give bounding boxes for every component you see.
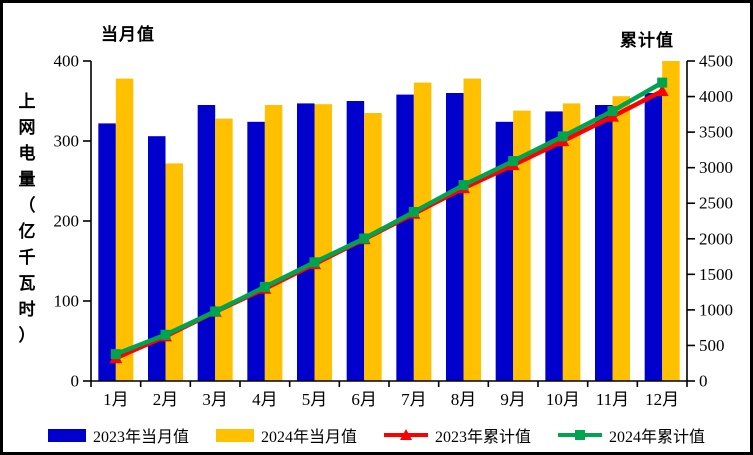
x-tick-label: 3月 (202, 390, 228, 409)
x-tick-label: 12月 (645, 390, 679, 409)
bar-2024年当月值-7月 (413, 82, 432, 381)
left-tick-label: 200 (54, 212, 80, 231)
bar-2024年当月值-12月 (662, 61, 680, 381)
x-tick-label: 10月 (546, 390, 580, 409)
bar-2024年当月值-3月 (215, 118, 233, 381)
bar-2023年当月值-8月 (446, 93, 464, 381)
bar-2023年当月值-4月 (247, 121, 265, 382)
bar-2023年当月值-12月 (644, 93, 663, 381)
legend-label-2024-monthly: 2024年当月值 (260, 429, 357, 446)
bar-2024年当月值-8月 (463, 78, 481, 381)
square-marker-icon (160, 329, 171, 340)
legend-item-2023-monthly: 2023年当月值 (47, 423, 189, 447)
legend-item-2023-cumulative: 2023年累计值 (384, 423, 531, 447)
triangle-marker-icon (655, 84, 669, 97)
bar-2024年当月值-5月 (314, 104, 332, 381)
x-tick-label: 1月 (103, 390, 129, 409)
bar-2023年当月值-2月 (148, 136, 166, 381)
bar-2023年当月值-9月 (495, 121, 514, 382)
bar-2024年当月值-10月 (562, 103, 581, 382)
bar-2023年当月值-3月 (197, 105, 216, 381)
right-tick-label: 2000 (699, 229, 733, 248)
x-tick-label: 9月 (500, 390, 526, 409)
left-axis-title: 当月值 (101, 25, 155, 44)
line-2024年累计值 (115, 80, 664, 357)
right-tick-label: 500 (699, 336, 725, 355)
x-tick-label: 2月 (153, 390, 179, 409)
legend-swatch-2023-cumulative-icon (384, 428, 428, 442)
bar-2024年当月值-6月 (364, 113, 382, 381)
right-tick-label: 0 (699, 372, 708, 391)
x-tick-label: 5月 (302, 390, 328, 409)
square-marker-icon (458, 180, 469, 191)
left-tick-label: 400 (54, 52, 80, 71)
x-tick-label: 4月 (252, 390, 278, 409)
right-tick-label: 1000 (699, 300, 733, 319)
bar-2024年当月值-4月 (264, 105, 283, 381)
bar-2024年当月值-9月 (513, 110, 531, 381)
bar-2023年当月值-5月 (297, 103, 315, 382)
legend-label-2023-monthly: 2023年当月值 (92, 429, 189, 446)
square-marker-icon (557, 131, 568, 142)
square-marker-icon (309, 257, 320, 268)
square-marker-icon (110, 349, 121, 360)
y-axis-title: 上网电量（亿千瓦时） (18, 92, 36, 345)
bar-2023年当月值-7月 (396, 94, 414, 381)
left-tick-label: 100 (54, 292, 80, 311)
x-tick-label: 6月 (351, 390, 377, 409)
square-marker-icon (508, 156, 519, 167)
right-tick-label: 4500 (699, 52, 733, 71)
right-tick-label: 3500 (699, 123, 733, 142)
bar-2024年当月值-1月 (115, 78, 134, 381)
legend-swatch-2024-cumulative-icon (558, 428, 603, 442)
square-marker-icon (657, 77, 668, 88)
bar-2024年当月值-11月 (612, 96, 630, 381)
triangle-marker-icon (400, 429, 412, 440)
right-tick-label: 2500 (699, 194, 733, 213)
right-axis-title: 累计值 (620, 31, 674, 50)
legend-swatch-2024-monthly-icon (215, 428, 254, 442)
x-tick-label: 8月 (451, 390, 477, 409)
x-tick-label: 11月 (596, 390, 629, 409)
plot-svg: 0100200300400050010001500200025003000350… (54, 52, 734, 410)
bar-2023年当月值-1月 (98, 123, 116, 382)
square-marker-icon (210, 306, 221, 317)
square-marker-icon (607, 106, 618, 117)
legend-item-2024-cumulative: 2024年累计值 (558, 423, 705, 447)
right-tick-label: 1500 (699, 265, 733, 284)
legend-label-2023-cumulative: 2023年累计值 (435, 429, 532, 446)
legend-item-2024-monthly: 2024年当月值 (215, 423, 357, 447)
square-marker-icon (259, 281, 270, 292)
bar-2024年当月值-2月 (165, 163, 183, 381)
right-tick-label: 3000 (699, 158, 733, 177)
left-tick-label: 300 (54, 132, 80, 151)
x-tick-label: 7月 (401, 390, 427, 409)
legend-label-2024-cumulative: 2024年累计值 (609, 429, 706, 446)
square-marker-icon (359, 233, 370, 244)
right-tick-label: 4000 (699, 87, 733, 106)
square-marker-icon (408, 206, 419, 217)
bar-2023年当月值-11月 (595, 105, 613, 381)
bar-2023年当月值-10月 (545, 111, 563, 382)
legend: 2023年当月值 2024年当月值 2023年累计值 2024年累计值 (3, 423, 750, 447)
legend-swatch-2023-monthly-icon (47, 428, 86, 442)
square-marker-icon (575, 430, 586, 440)
left-tick-label: 0 (71, 372, 80, 391)
